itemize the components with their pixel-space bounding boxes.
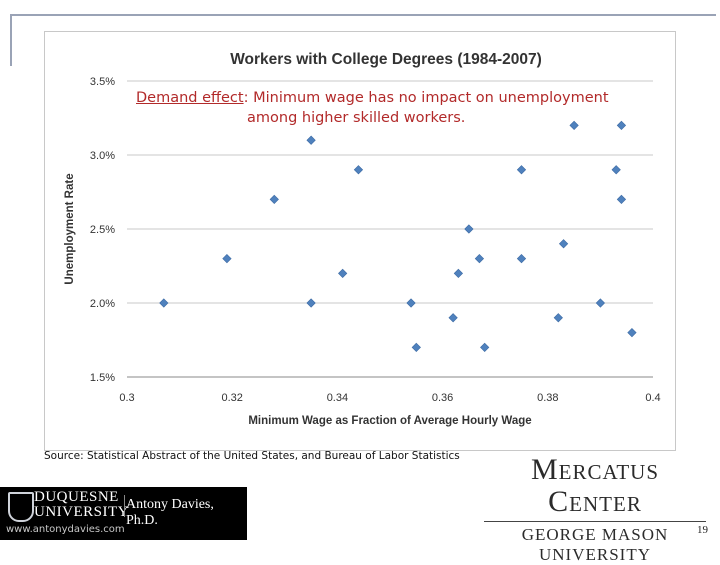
page-number: 19 — [697, 524, 708, 536]
chart-title: Workers with College Degrees (1984-2007) — [230, 51, 542, 68]
y-tick-label: 3.0% — [90, 150, 115, 162]
website-link[interactable]: www.antonydavies.com — [6, 524, 125, 535]
annotation-label: Demand effect — [136, 90, 244, 106]
data-point — [269, 194, 279, 205]
y-tick-label: 3.5% — [90, 76, 115, 88]
data-point — [453, 268, 464, 279]
data-point — [306, 298, 316, 308]
x-tick-label: 0.38 — [537, 392, 558, 404]
mercatus-title: Mercatus Center — [530, 453, 660, 518]
y-tick-label: 1.5% — [90, 372, 115, 384]
mercatus-rule — [484, 521, 706, 522]
data-point — [616, 194, 627, 205]
footer-banner: DUQUESNE UNIVERSITY Antony Davies, Ph.D.… — [0, 487, 247, 540]
y-axis-label: Unemployment Rate — [64, 173, 76, 284]
data-point — [553, 313, 563, 323]
footer-divider — [124, 495, 125, 517]
data-point — [516, 165, 527, 175]
data-point — [595, 298, 606, 308]
x-tick-label: 0.3 — [119, 392, 134, 404]
data-point — [411, 342, 421, 353]
university-name: DUQUESNE UNIVERSITY — [34, 490, 129, 520]
data-point — [516, 253, 527, 264]
x-axis-label: Minimum Wage as Fraction of Average Hour… — [248, 415, 531, 427]
annotation-separator: : — [243, 90, 249, 106]
annotation-text-1: Minimum wage has no impact on unemployme… — [253, 90, 609, 106]
y-tick-label: 2.5% — [90, 224, 115, 236]
annotation-line-1: Demand effect: Minimum wage has no impac… — [136, 88, 656, 108]
author-name: Antony Davies, Ph.D. — [126, 497, 214, 528]
x-tick-label: 0.32 — [221, 392, 242, 404]
duquesne-crest-icon — [8, 492, 34, 522]
x-tick-label: 0.34 — [327, 392, 348, 404]
y-tick-label: 2.0% — [90, 298, 115, 310]
data-point — [306, 135, 316, 145]
annotation: Demand effect: Minimum wage has no impac… — [136, 88, 656, 128]
data-point — [353, 165, 364, 175]
data-point — [222, 253, 232, 264]
data-point — [464, 224, 474, 234]
mercatus-subtitle: GEORGE MASON UNIVERSITY — [521, 525, 669, 564]
data-point — [159, 298, 169, 308]
slide-frame-left — [10, 14, 12, 66]
data-point — [480, 342, 490, 353]
data-point — [406, 298, 416, 308]
data-point — [558, 239, 569, 249]
data-point — [611, 165, 621, 175]
university-line-1: DUQUESNE — [34, 489, 119, 505]
chart-svg: 1.5% 2.0% 2.5% 3.0% 3.5% 0.3 0.32 0.34 0.36 0.38 0… — [64, 51, 661, 427]
data-point — [474, 253, 485, 264]
scatter-chart: 1.5% 2.0% 2.5% 3.0% 3.5% 0.3 0.32 0.34 0.36 0.38 0… — [44, 31, 676, 451]
x-tick-label: 0.36 — [432, 392, 453, 404]
annotation-line-2: among higher skilled workers. — [247, 110, 466, 126]
data-point — [448, 313, 458, 323]
data-point — [338, 268, 348, 279]
data-point — [627, 327, 637, 338]
data-point — [569, 120, 579, 131]
x-tick-label: 0.4 — [645, 392, 660, 404]
source-note: Source: Statistical Abstract of the Unit… — [44, 450, 460, 462]
mercatus-logo: Mercatus Center GEORGE MASON UNIVERSITY — [480, 454, 710, 565]
university-line-2: UNIVERSITY — [34, 504, 129, 520]
slide-frame-top — [10, 14, 716, 16]
data-point — [616, 120, 627, 131]
